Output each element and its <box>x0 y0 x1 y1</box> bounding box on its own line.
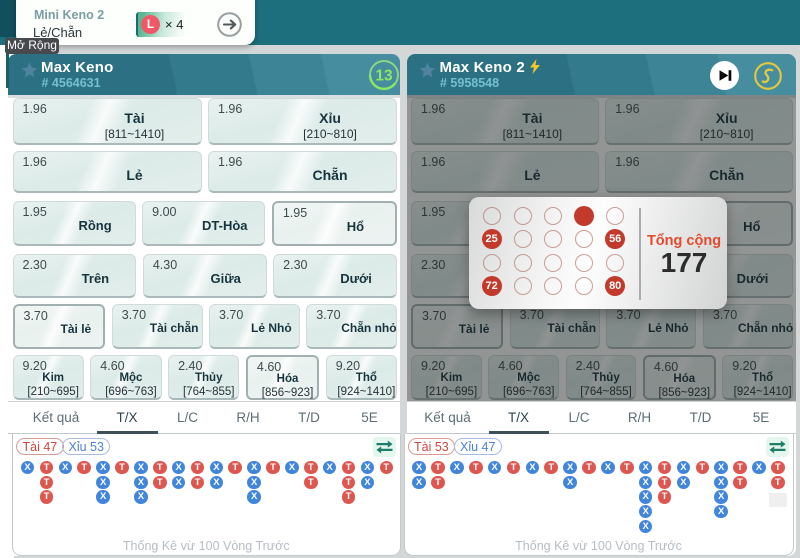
svg-text:13: 13 <box>375 68 393 85</box>
